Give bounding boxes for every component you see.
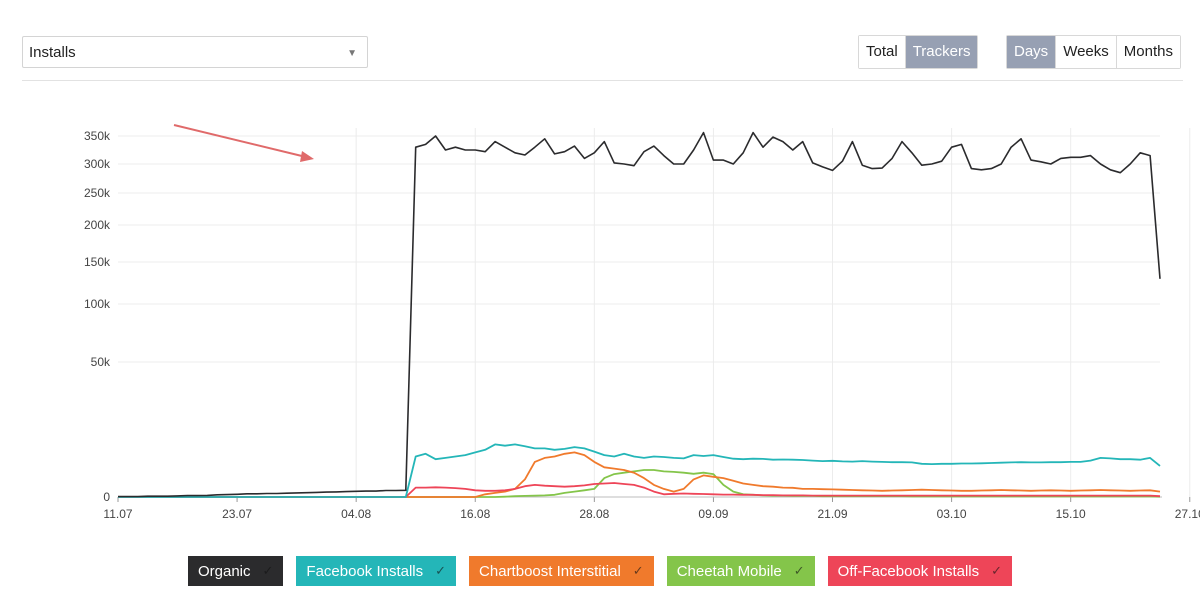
legend-item-off-facebook-installs[interactable]: Off-Facebook Installs ✓ bbox=[827, 556, 1013, 586]
legend-label: Cheetah Mobile bbox=[676, 562, 782, 580]
legend-item-chartboost-interstitial[interactable]: Chartboost Interstitial ✓ bbox=[469, 556, 654, 586]
x-tick-label: 09.09 bbox=[698, 507, 728, 521]
check-icon: ✓ bbox=[991, 563, 1003, 578]
trackers-button[interactable]: Trackers bbox=[904, 36, 978, 68]
x-tick-label: 15.10 bbox=[1056, 507, 1086, 521]
y-tick-label: 350k bbox=[84, 129, 111, 143]
installs-line-chart: 0 50k 100k 150k 200k 250k 300k 350k 11.07 23.07 04… bbox=[84, 124, 1200, 521]
legend-item-facebook-installs[interactable]: Facebook Installs ✓ bbox=[296, 556, 457, 586]
check-icon: ✓ bbox=[632, 563, 644, 578]
mode-toggle-group: Total Trackers bbox=[858, 35, 979, 69]
x-tick-label: 03.10 bbox=[937, 507, 967, 521]
legend-item-organic[interactable]: Organic ✓ bbox=[187, 556, 284, 586]
y-tick-label: 100k bbox=[84, 297, 111, 311]
legend-label: Facebook Installs bbox=[306, 562, 424, 580]
y-tick-label: 250k bbox=[84, 186, 111, 200]
x-tick-label: 11.07 bbox=[103, 507, 132, 521]
months-button[interactable]: Months bbox=[1115, 36, 1180, 68]
check-icon: ✓ bbox=[435, 563, 447, 578]
series-line-chartboost-interstitial bbox=[118, 451, 1161, 498]
chevron-down-icon: ▼ bbox=[347, 48, 357, 59]
weeks-button[interactable]: Weeks bbox=[1055, 36, 1116, 68]
header-divider bbox=[22, 80, 1183, 81]
total-button[interactable]: Total bbox=[859, 36, 905, 68]
y-tick-label: 50k bbox=[91, 355, 111, 369]
legend-label: Chartboost Interstitial bbox=[479, 562, 621, 580]
days-button[interactable]: Days bbox=[1007, 36, 1056, 68]
x-tick-label: 16.08 bbox=[460, 507, 490, 521]
annotation-arrow-shaft bbox=[173, 124, 307, 158]
y-tick-label: 300k bbox=[84, 157, 111, 171]
metric-select[interactable]: Installs ▼ bbox=[22, 36, 368, 68]
legend-label: Organic bbox=[197, 562, 251, 580]
metric-select-value: Installs bbox=[29, 44, 76, 61]
legend-item-cheetah-mobile[interactable]: Cheetah Mobile ✓ bbox=[666, 556, 815, 586]
x-tick-label: 27.10 bbox=[1175, 507, 1200, 521]
check-icon: ✓ bbox=[262, 563, 274, 578]
y-tick-label: 150k bbox=[84, 255, 111, 269]
series-line-facebook-installs bbox=[118, 443, 1161, 498]
x-tick-label: 21.09 bbox=[817, 507, 847, 521]
x-tick-label: 04.08 bbox=[341, 507, 371, 521]
chart-legend: Organic ✓ Facebook Installs ✓ Chartboost… bbox=[0, 556, 1200, 586]
y-tick-label: 0 bbox=[103, 490, 110, 504]
period-toggle-group: Days Weeks Months bbox=[1006, 35, 1181, 69]
x-tick-label: 23.07 bbox=[222, 507, 252, 521]
x-tick-label: 28.08 bbox=[579, 507, 609, 521]
series-line-organic bbox=[118, 131, 1161, 498]
annotation-arrow-head bbox=[300, 151, 314, 162]
legend-label: Off-Facebook Installs bbox=[837, 562, 980, 580]
y-tick-label: 200k bbox=[84, 218, 111, 232]
check-icon: ✓ bbox=[793, 563, 805, 578]
